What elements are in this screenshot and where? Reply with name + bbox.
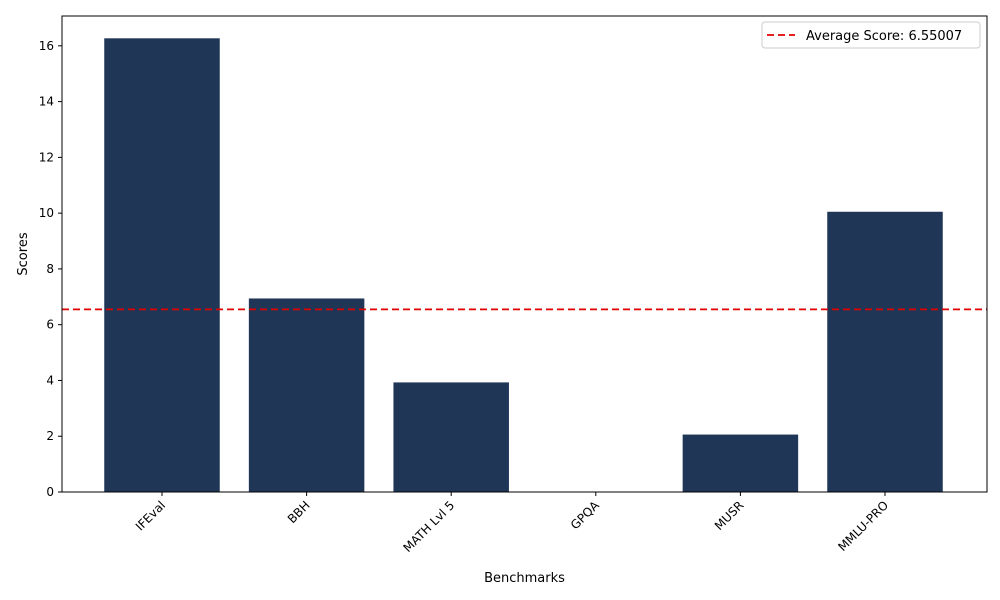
y-tick-label: 8: [46, 262, 54, 276]
y-tick-label: 16: [39, 39, 54, 53]
x-axis: IFEval BBH MATH Lvl 5 GPQA MUSR MMLU-PRO: [133, 492, 891, 555]
y-tick-label: 4: [46, 373, 54, 387]
x-tick-label: BBH: [285, 498, 313, 526]
bar-ifeval: [104, 38, 220, 493]
x-tick-label: IFEval: [133, 498, 168, 533]
legend: Average Score: 6.55007: [761, 21, 981, 49]
y-tick-label: 14: [39, 95, 54, 109]
y-axis: 0 2 4 6 8 10 12 14 16: [39, 39, 62, 499]
x-tick-label: MUSR: [712, 498, 747, 533]
bar-musr: [682, 434, 799, 492]
y-tick-label: 6: [46, 318, 54, 332]
y-tick-label: 10: [39, 206, 54, 220]
bars-group: [104, 38, 943, 493]
y-tick-label: 0: [46, 485, 54, 499]
y-tick-label: 2: [46, 429, 54, 443]
bar-bbh: [248, 298, 365, 492]
plot-frame: [61, 15, 988, 493]
x-tick-label: MMLU-PRO: [835, 498, 891, 554]
x-tick-label: MATH Lvl 5: [400, 498, 457, 555]
x-tick-label: GPQA: [568, 498, 603, 533]
x-axis-label: Benchmarks: [484, 571, 565, 586]
bar-mmlu-pro: [827, 211, 943, 492]
y-axis-label: Scores: [16, 232, 31, 275]
legend-box: [761, 21, 981, 49]
bar-math-lvl-5: [393, 382, 509, 492]
y-tick-label: 12: [39, 150, 54, 164]
legend-label: Average Score: 6.55007: [806, 29, 962, 44]
